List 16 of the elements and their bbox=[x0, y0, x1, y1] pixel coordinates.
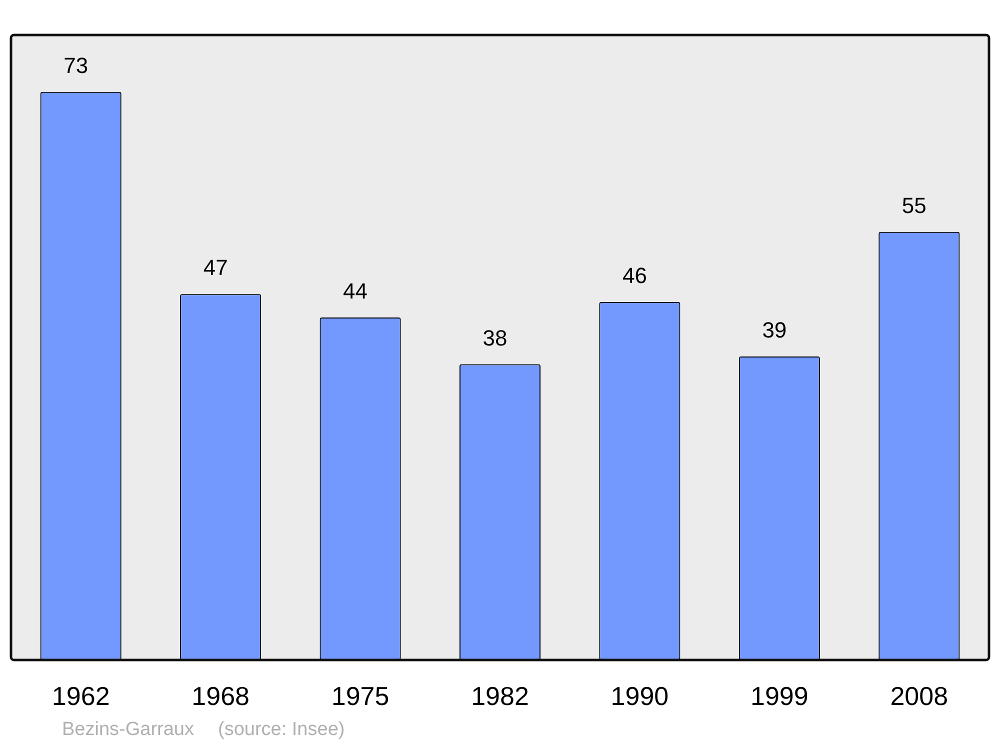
text: (source: Insee) bbox=[218, 719, 345, 740]
x-tick-label: 1982 bbox=[471, 680, 529, 711]
x-tick-label: 2008 bbox=[890, 680, 948, 711]
data-label: 44 bbox=[343, 278, 368, 304]
x-tick-label: 1962 bbox=[52, 680, 110, 711]
data-label: 39 bbox=[762, 318, 787, 343]
data-label: 47 bbox=[203, 255, 228, 280]
x-tick-label: 1968 bbox=[192, 680, 250, 711]
data-label: 38 bbox=[482, 325, 508, 350]
x-tick-label: 1990 bbox=[610, 680, 669, 711]
text: Bezins-Garraux bbox=[62, 719, 194, 740]
data-label: 46 bbox=[622, 263, 647, 288]
x-tick-label: 1975 bbox=[331, 680, 390, 711]
data-label: 55 bbox=[902, 192, 926, 218]
data-label: 73 bbox=[64, 52, 88, 78]
x-tick-label: 1999 bbox=[750, 680, 808, 711]
